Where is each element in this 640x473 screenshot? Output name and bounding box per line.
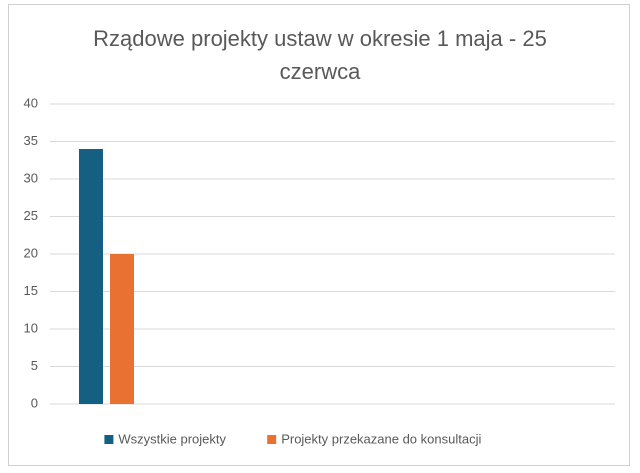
y-tick-label: 35 [24,133,38,148]
y-tick-label: 30 [24,170,38,185]
y-tick-label: 40 [24,95,38,110]
y-tick-label: 25 [24,208,38,223]
chart-frame [8,4,630,466]
y-tick-label: 20 [24,245,38,260]
legend-swatch [267,435,277,444]
chart-title: Rządowe projekty ustaw w okresie 1 maja … [93,26,547,84]
legend-label: Projekty przekazane do konsultacji [281,431,481,446]
legend-label: Wszystkie projekty [118,431,226,446]
bar [79,149,103,404]
y-tick-label: 10 [24,320,38,335]
y-tick-label: 5 [31,358,38,373]
bar [110,254,134,404]
legend-swatch [104,435,114,444]
y-tick-label: 0 [31,395,38,410]
y-tick-label: 15 [24,283,38,298]
